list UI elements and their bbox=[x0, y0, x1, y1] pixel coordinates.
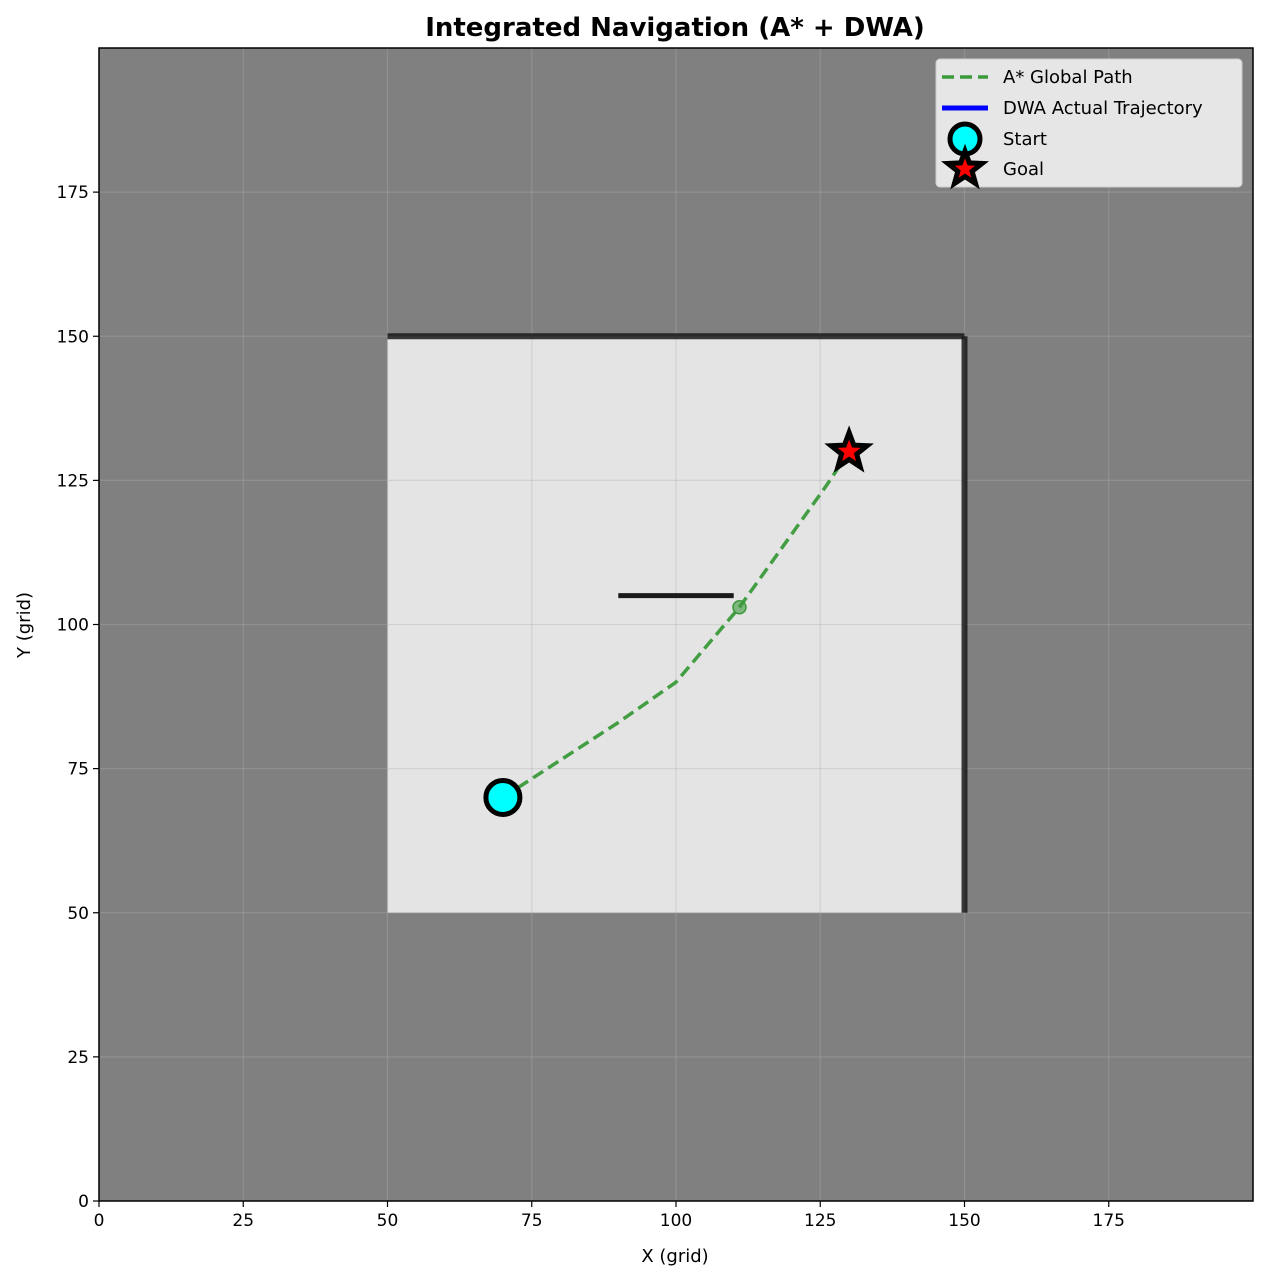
legend-label: Start bbox=[1003, 129, 1047, 150]
y-tick-label: 50 bbox=[67, 904, 89, 924]
x-tick-label: 0 bbox=[94, 1211, 105, 1231]
x-tick-label: 75 bbox=[521, 1211, 543, 1231]
y-axis-label: Y (grid) bbox=[14, 592, 35, 659]
free-space-region bbox=[387, 336, 965, 913]
x-tick-label: 175 bbox=[1093, 1211, 1125, 1231]
y-tick-label: 150 bbox=[57, 327, 89, 347]
y-axis: 0 25 50 75 100 125 150 175 bbox=[57, 183, 99, 1212]
x-tick-label: 25 bbox=[232, 1211, 254, 1231]
y-tick-label: 125 bbox=[57, 471, 89, 491]
start-marker bbox=[483, 777, 523, 817]
legend-label: A* Global Path bbox=[1003, 67, 1133, 88]
y-tick-label: 175 bbox=[57, 183, 89, 203]
goal-marker bbox=[824, 425, 874, 473]
y-tick-label: 100 bbox=[57, 616, 89, 636]
y-tick-label: 25 bbox=[67, 1048, 89, 1068]
plot-area bbox=[98, 47, 1254, 1202]
legend-label: DWA Actual Trajectory bbox=[1003, 98, 1203, 119]
legend-label: Goal bbox=[1003, 159, 1044, 180]
x-axis: 0 25 50 75 100 125 150 175 bbox=[94, 1201, 1125, 1231]
legend-box bbox=[935, 58, 1243, 188]
dwa-trajectory-point bbox=[732, 599, 747, 615]
x-tick-label: 150 bbox=[948, 1211, 980, 1231]
x-axis-label: X (grid) bbox=[641, 1246, 708, 1267]
y-tick-label: 0 bbox=[78, 1192, 89, 1212]
legend: A* Global Path DWA Actual Trajectory Start… bbox=[935, 58, 1243, 190]
x-tick-label: 50 bbox=[377, 1211, 399, 1231]
x-tick-label: 125 bbox=[804, 1211, 836, 1231]
legend-goal-handle bbox=[941, 143, 989, 190]
chart-title: Integrated Navigation (A* + DWA) bbox=[425, 13, 925, 43]
x-tick-label: 100 bbox=[660, 1211, 692, 1231]
y-tick-label: 75 bbox=[67, 760, 89, 780]
